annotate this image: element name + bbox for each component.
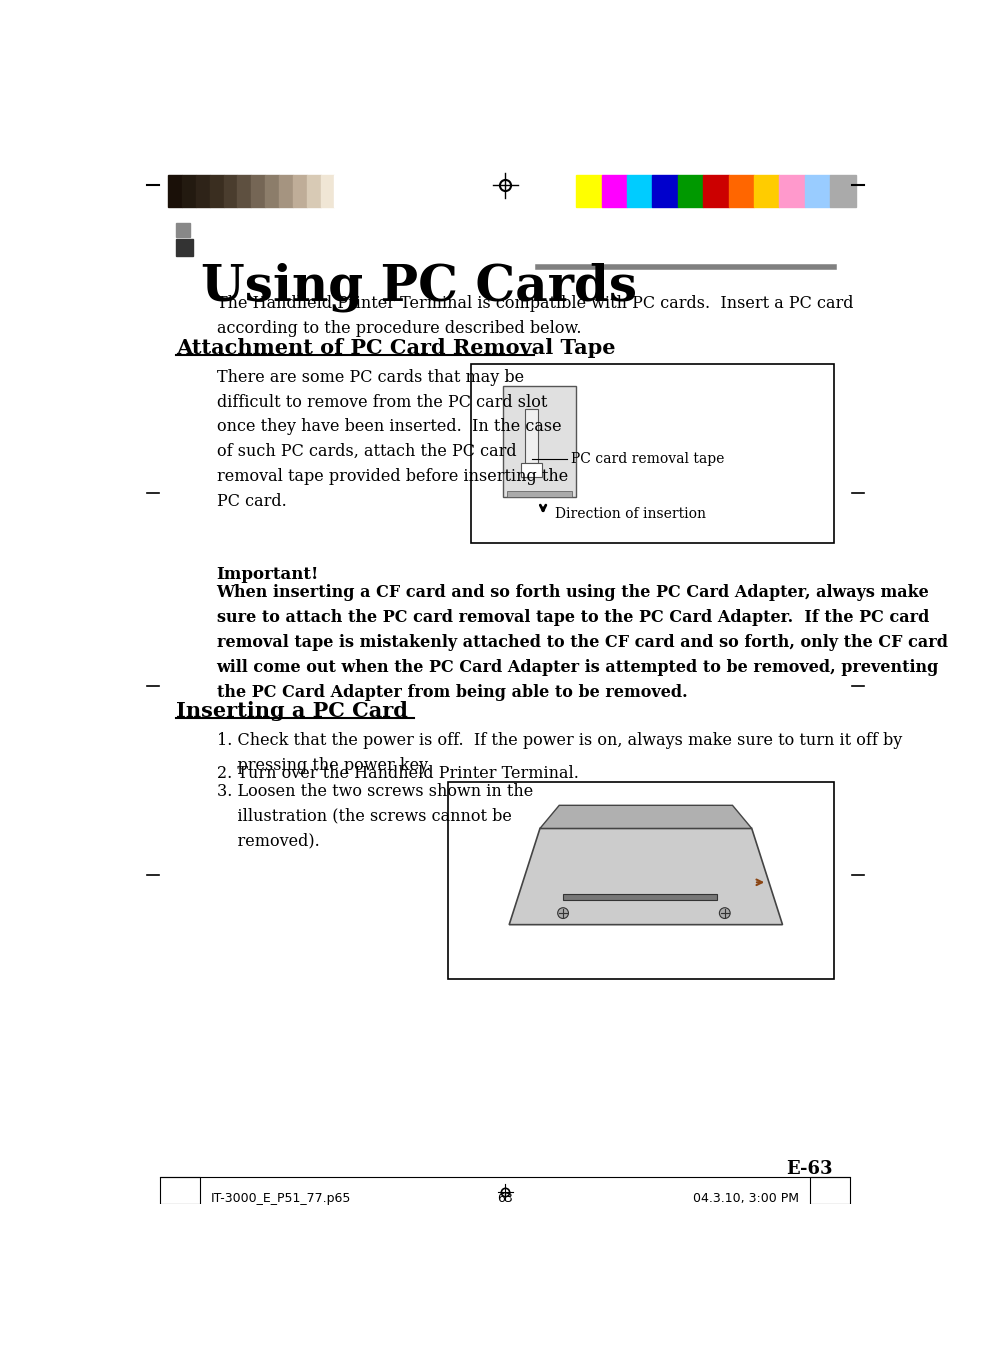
- Bar: [176, 223, 189, 237]
- Text: The Handheld Printer Terminal is compatible with PC cards.  Insert a PC card
acc: The Handheld Printer Terminal is compati…: [217, 295, 853, 337]
- Bar: [653, 175, 677, 207]
- Circle shape: [558, 908, 569, 919]
- Bar: [168, 175, 182, 207]
- Bar: [507, 491, 572, 498]
- Text: PC card removal tape: PC card removal tape: [571, 452, 724, 465]
- Bar: [293, 175, 307, 207]
- Bar: [279, 175, 293, 207]
- Bar: [576, 175, 601, 207]
- Text: 63: 63: [498, 1192, 513, 1206]
- Bar: [251, 175, 265, 207]
- Text: 2. Turn over the Handheld Printer Terminal.: 2. Turn over the Handheld Printer Termin…: [217, 764, 579, 782]
- Bar: [196, 175, 210, 207]
- Text: Inserting a PC Card: Inserting a PC Card: [176, 701, 407, 721]
- Text: IT-3000_E_P51_77.p65: IT-3000_E_P51_77.p65: [210, 1192, 351, 1206]
- Bar: [334, 175, 348, 207]
- Bar: [320, 175, 334, 207]
- Polygon shape: [509, 828, 783, 924]
- Bar: [754, 175, 780, 207]
- Bar: [503, 386, 576, 498]
- Text: There are some PC cards that may be
difficult to remove from the PC card slot
on: There are some PC cards that may be diff…: [217, 369, 568, 510]
- Bar: [176, 239, 192, 256]
- Bar: [830, 175, 856, 207]
- Text: Using PC Cards: Using PC Cards: [201, 262, 637, 313]
- Text: When inserting a CF card and so forth using the PC Card Adapter, always make
sur: When inserting a CF card and so forth us…: [217, 584, 948, 701]
- Text: Important!: Important!: [217, 566, 318, 583]
- Bar: [525, 409, 538, 463]
- Bar: [307, 175, 320, 207]
- Bar: [182, 175, 196, 207]
- Bar: [601, 175, 627, 207]
- Bar: [448, 782, 834, 978]
- Bar: [210, 175, 224, 207]
- Bar: [563, 894, 717, 900]
- Polygon shape: [540, 805, 751, 828]
- Bar: [470, 364, 834, 543]
- Bar: [224, 175, 238, 207]
- Bar: [729, 175, 754, 207]
- Text: 3. Loosen the two screws shown in the
    illustration (the screws cannot be
   : 3. Loosen the two screws shown in the il…: [217, 783, 532, 850]
- Text: Direction of insertion: Direction of insertion: [554, 507, 706, 521]
- Bar: [810, 1177, 850, 1204]
- Circle shape: [720, 908, 731, 919]
- Bar: [780, 175, 805, 207]
- Bar: [521, 463, 542, 476]
- Bar: [161, 1177, 200, 1204]
- Bar: [265, 175, 279, 207]
- Bar: [627, 175, 653, 207]
- Text: 04.3.10, 3:00 PM: 04.3.10, 3:00 PM: [693, 1192, 800, 1206]
- Bar: [805, 175, 830, 207]
- Text: 1. Check that the power is off.  If the power is on, always make sure to turn it: 1. Check that the power is off. If the p…: [217, 732, 902, 774]
- Bar: [238, 175, 251, 207]
- Text: Attachment of PC Card Removal Tape: Attachment of PC Card Removal Tape: [176, 338, 615, 359]
- Bar: [677, 175, 703, 207]
- Bar: [703, 175, 729, 207]
- Text: E-63: E-63: [786, 1161, 832, 1178]
